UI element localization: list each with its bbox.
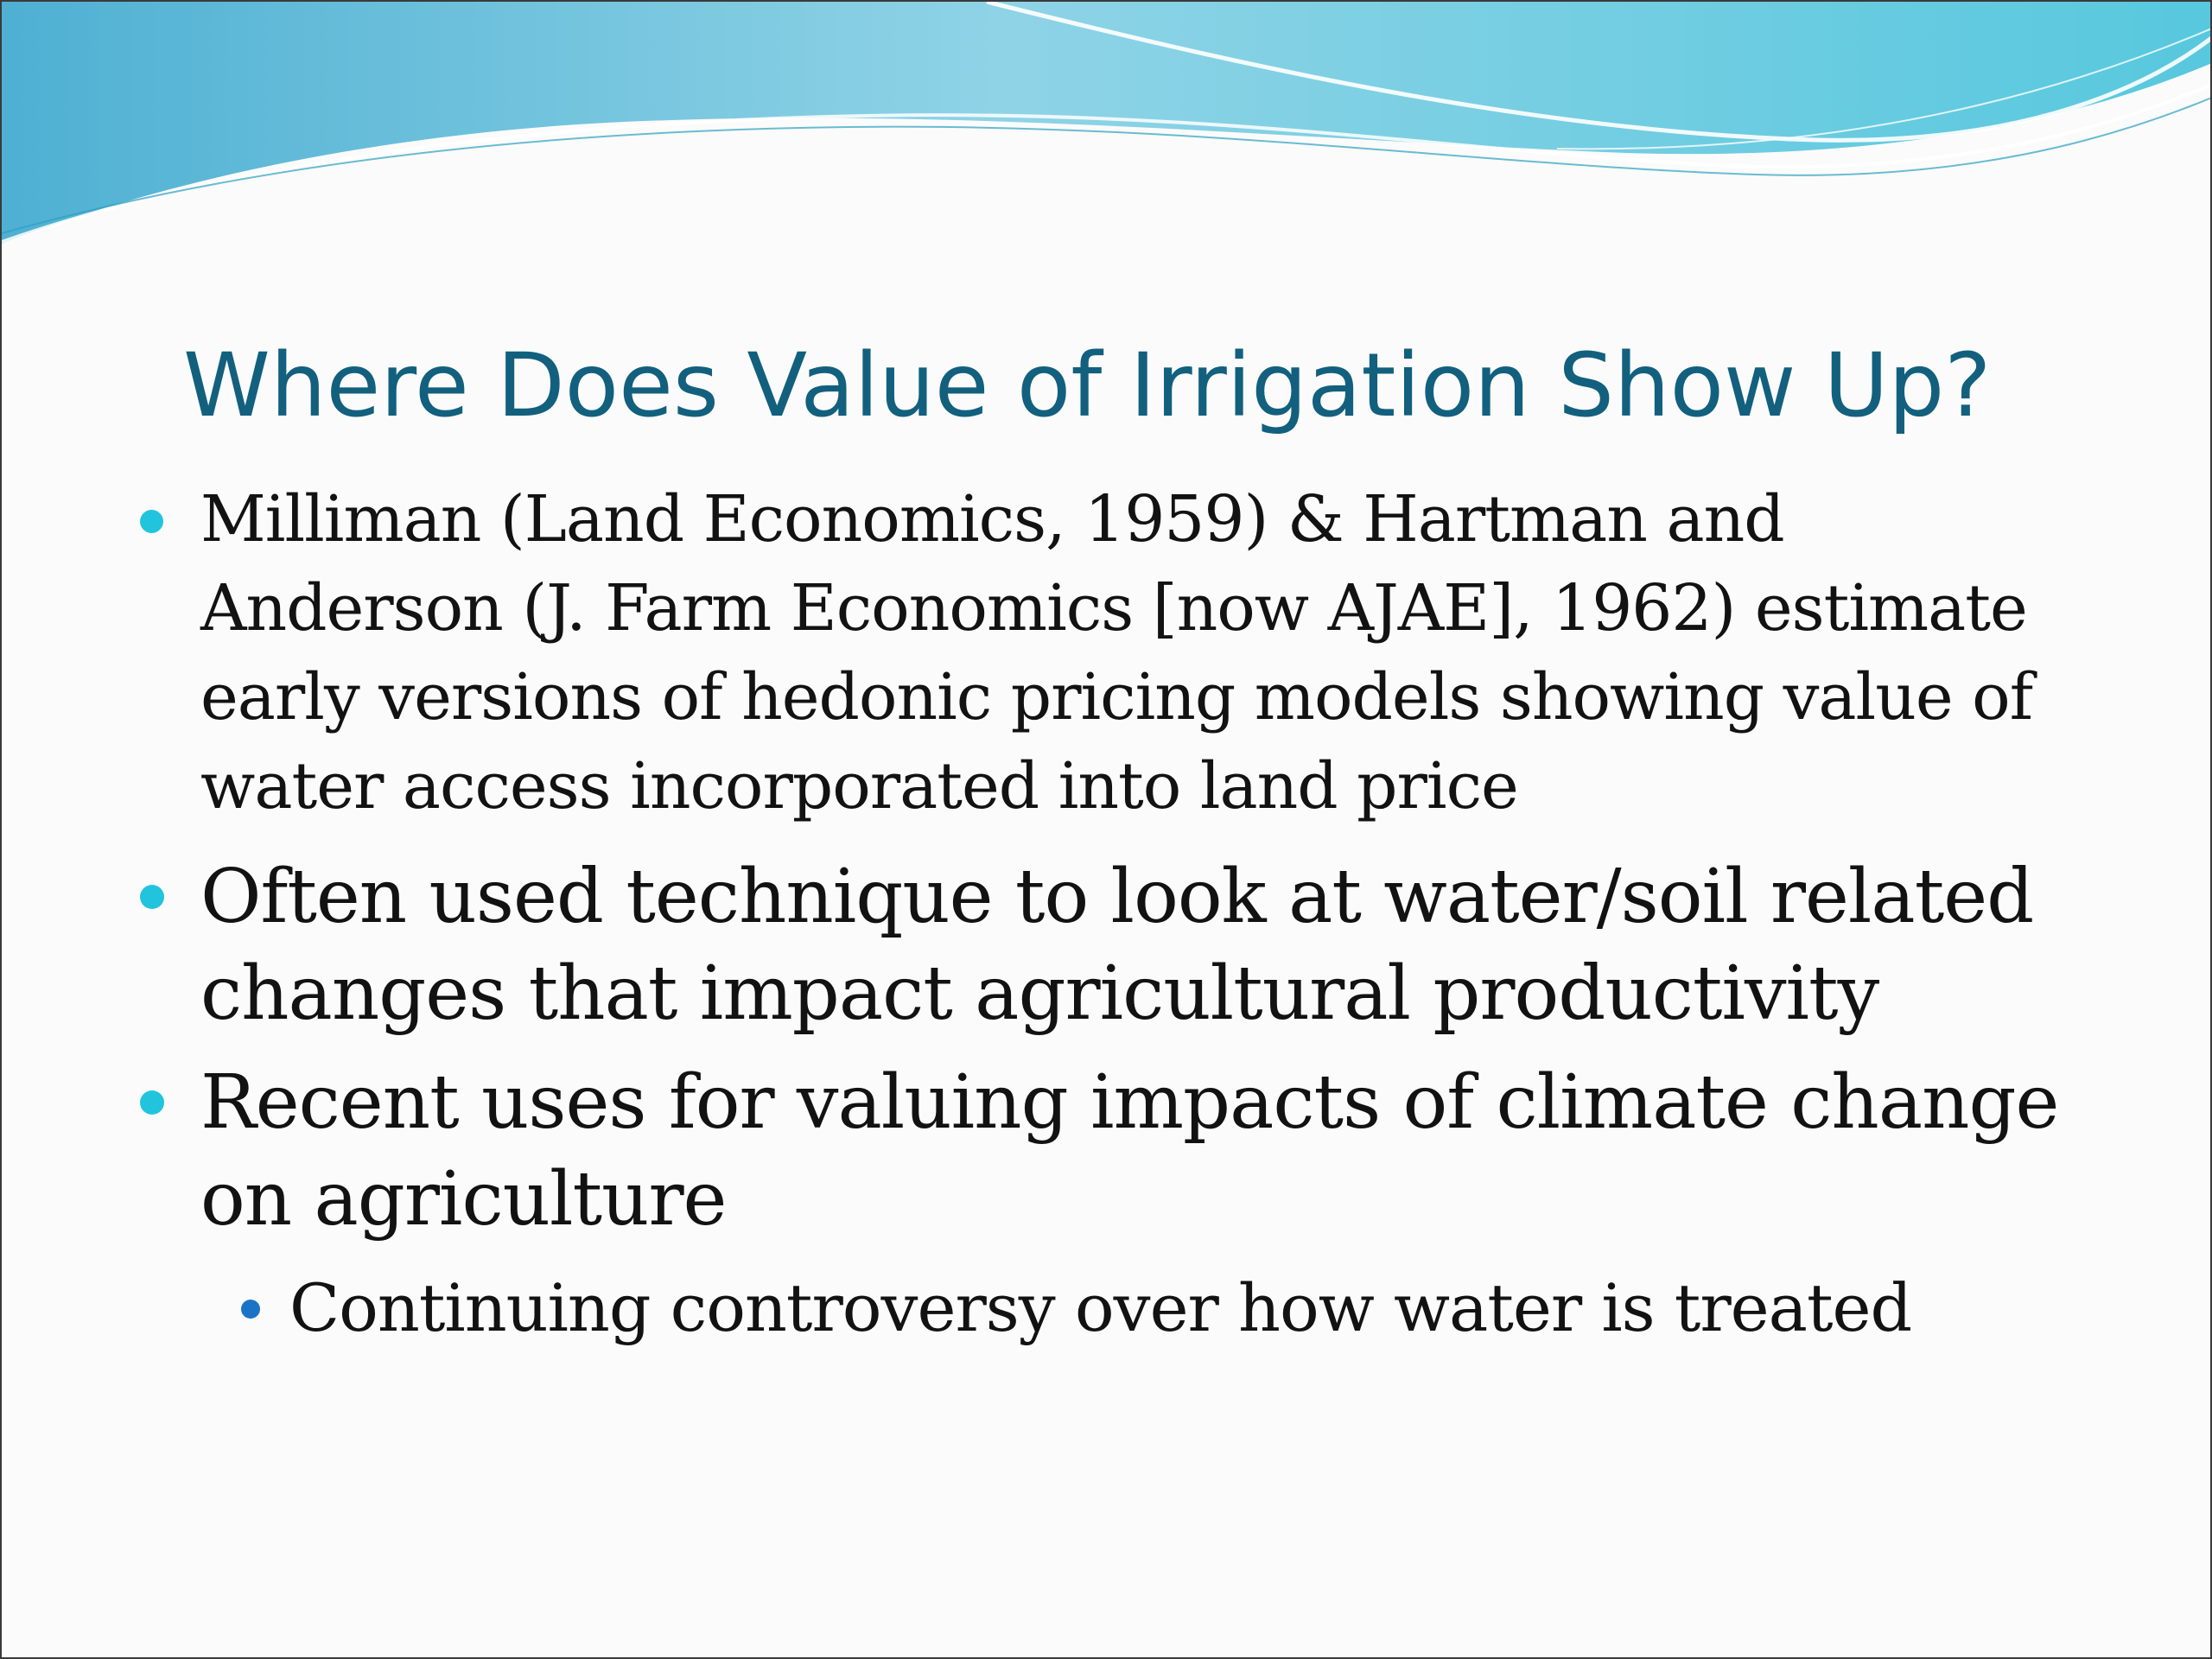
bullet-dot-icon xyxy=(140,885,164,909)
sub-bullet-text: Continuing controversy over how water is… xyxy=(289,1269,1912,1346)
bullet-text: Milliman (Land Economics, 1959) & Hartma… xyxy=(200,482,2033,823)
bullet-list: Milliman (Land Economics, 1959) & Hartma… xyxy=(140,475,2067,1353)
bullet-item: Milliman (Land Economics, 1959) & Hartma… xyxy=(140,475,2067,831)
bullet-text: Often used technique to look at water/so… xyxy=(200,854,2034,1037)
bullet-text: Recent uses for valuing impacts of clima… xyxy=(200,1059,2059,1243)
bullet-item: Often used technique to look at water/so… xyxy=(140,849,2067,1042)
sub-bullet-item: Continuing controversy over how water is… xyxy=(241,1263,2067,1353)
bullet-item: Recent uses for valuing impacts of clima… xyxy=(140,1054,2067,1353)
slide-title: Where Does Value of Irrigation Show Up? xyxy=(183,334,1992,437)
bullet-dot-icon xyxy=(140,1090,164,1115)
bullet-dot-icon xyxy=(140,510,163,533)
header-wave-decoration xyxy=(2,2,2210,244)
sub-bullet-dot-icon xyxy=(241,1300,260,1319)
